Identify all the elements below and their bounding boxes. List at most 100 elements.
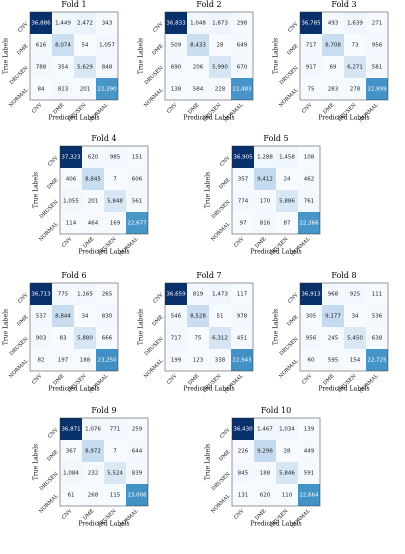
cell-label: 268 (88, 493, 99, 499)
cell-label: 845 (238, 471, 249, 477)
heatmap-cell (52, 56, 74, 78)
cell-label: 670 (237, 65, 248, 71)
heatmap-cell (231, 327, 253, 349)
cell-label: 581 (372, 65, 383, 71)
heatmap-cell (344, 327, 366, 349)
cell-label: 22,664 (299, 493, 319, 499)
cell-label: 22,390 (97, 87, 117, 93)
heatmap-cell (366, 78, 388, 100)
cell-label: 5,629 (77, 65, 93, 71)
frame (164, 11, 254, 101)
x-tick-label: DME (254, 236, 268, 250)
cell-label: 111 (372, 292, 383, 298)
cell-label: 37,323 (61, 155, 81, 161)
cell-label: 28 (217, 43, 224, 49)
y-tick-label: CNV (17, 21, 30, 34)
chart-title: Fold 5 (263, 134, 288, 143)
chart-title: Fold 7 (196, 271, 221, 280)
cell-label: 170 (260, 199, 271, 205)
y-tick-label: NORMAL (38, 493, 60, 515)
cell-label: 761 (304, 199, 315, 205)
y-tick-label: DME (151, 43, 165, 57)
cell-label: 649 (237, 43, 248, 49)
cell-label: 151 (132, 155, 143, 161)
heatmap-cell (254, 440, 276, 462)
x-tick-label: DME (322, 373, 336, 387)
heatmap-cell (96, 327, 118, 349)
heatmap-cell (300, 327, 322, 349)
heatmap-cell (126, 418, 148, 440)
y-tick-label: DRUSEN (211, 199, 232, 220)
cell-label: 84 (38, 87, 45, 93)
heatmap-cell (165, 327, 187, 349)
y-tick-label: DME (286, 314, 300, 328)
heatmap-cell (82, 418, 104, 440)
cell-label: 34 (352, 314, 359, 320)
y-tick-label: NORMAL (143, 87, 165, 109)
heatmap-cell (322, 78, 344, 100)
cell-label: 51 (217, 314, 224, 320)
cell-label: 2,472 (77, 21, 93, 27)
cell-label: 22,943 (232, 358, 252, 364)
heatmap-cell (30, 78, 52, 100)
cell-label: 75 (195, 336, 202, 342)
x-tick-label: DME (322, 102, 336, 116)
y-tick-label: DRUSEN (211, 471, 232, 492)
cell-label: 228 (215, 87, 226, 93)
y-tick-label: DME (151, 314, 165, 328)
heatmap-cell (209, 34, 231, 56)
frame (299, 11, 389, 101)
cell-label: 201 (88, 199, 99, 205)
x-axis-label: Predicted Labels (78, 249, 129, 256)
heatmap-cell (254, 190, 276, 212)
x-tick-label: CNV (301, 102, 314, 115)
heatmap-cell (344, 349, 366, 371)
heatmap-cell (231, 283, 253, 305)
heatmap-cell (254, 212, 276, 234)
heatmap-cell (254, 146, 276, 168)
heatmap-cell (104, 146, 126, 168)
cell-label: 9,412 (257, 177, 273, 183)
heatmap-cell (300, 349, 322, 371)
cell-label: 1,473 (212, 292, 228, 298)
heatmap-cell (344, 305, 366, 327)
cell-label: 259 (132, 427, 143, 433)
heatmap-cell (187, 12, 209, 34)
heatmap-cell (104, 190, 126, 212)
y-tick-label: DME (218, 177, 232, 191)
frame (59, 417, 149, 507)
heatmap-cell (60, 440, 82, 462)
heatmap-cell (52, 283, 74, 305)
heatmap-cell (232, 462, 254, 484)
cell-label: 449 (304, 449, 315, 455)
y-axis-label: True Labels (33, 444, 40, 480)
cell-label: 9,296 (257, 449, 273, 455)
cell-label: 8,972 (85, 449, 101, 455)
heatmap-cell (298, 462, 320, 484)
cell-label: 1,055 (63, 199, 79, 205)
y-tick-label: CNV (17, 292, 30, 305)
heatmap-cell (298, 190, 320, 212)
x-tick-label: DME (187, 102, 201, 116)
heatmap-cell (126, 212, 148, 234)
heatmap-cell (231, 78, 253, 100)
heatmap-cell (165, 34, 187, 56)
cell-label: 115 (110, 493, 121, 499)
x-axis-label: Predicted Labels (183, 386, 234, 393)
cell-label: 537 (36, 314, 47, 320)
frame (231, 145, 321, 235)
x-axis-label: Predicted Labels (48, 115, 99, 122)
heatmap-cell (232, 146, 254, 168)
cell-label: 367 (66, 449, 77, 455)
cell-label: 690 (171, 65, 182, 71)
heatmap-cell (30, 305, 52, 327)
x-tick-label: CNV (301, 373, 314, 386)
x-axis-label: Predicted Labels (78, 521, 129, 528)
heatmap-cell (276, 484, 298, 506)
heatmap-cell (30, 12, 52, 34)
y-tick-label: DRUSEN (9, 336, 30, 357)
heatmap-cell (209, 349, 231, 371)
cell-label: 8,433 (190, 43, 206, 49)
heatmap-cell (187, 283, 209, 305)
heatmap-cell (165, 78, 187, 100)
